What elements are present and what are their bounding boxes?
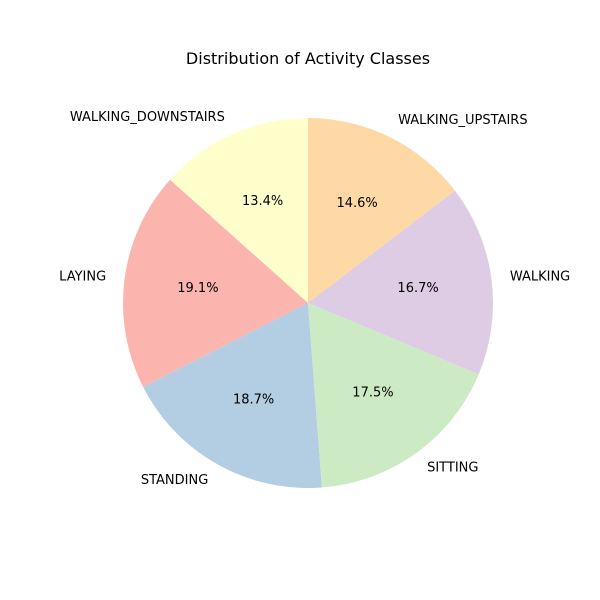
pct-label-walking: 16.7% — [397, 281, 438, 296]
pct-label-standing: 18.7% — [233, 392, 274, 407]
pie-percent-labels: 13.4% 19.1% 18.7% 17.5% 16.7% 14.6% — [177, 194, 438, 407]
pie-slice-walking-downstairs — [170, 118, 308, 303]
category-label-walking-upstairs: WALKING_UPSTAIRS — [398, 113, 528, 128]
category-label-walking-downstairs: WALKING_DOWNSTAIRS — [70, 110, 225, 125]
pct-label-walking-upstairs: 14.6% — [336, 196, 377, 211]
pct-label-walking-downstairs: 13.4% — [242, 194, 283, 209]
pie-slice-sitting — [308, 303, 479, 488]
category-label-laying: LAYING — [59, 269, 106, 284]
category-label-sitting: SITTING — [427, 461, 478, 476]
pie-slice-walking-upstairs — [308, 118, 455, 303]
pie-slices — [122, 118, 493, 488]
pie-slice-laying — [122, 179, 308, 387]
category-label-walking: WALKING — [510, 269, 570, 284]
category-label-standing: STANDING — [141, 473, 208, 488]
pie-slice-standing — [143, 303, 322, 488]
pct-label-laying: 19.1% — [177, 281, 218, 296]
chart-title: Distribution of Activity Classes — [186, 49, 430, 68]
pct-label-sitting: 17.5% — [352, 386, 393, 401]
pie-slice-walking — [308, 190, 493, 375]
pie-category-labels: WALKING_DOWNSTAIRS LAYING STANDING SITTING W… — [59, 110, 570, 488]
